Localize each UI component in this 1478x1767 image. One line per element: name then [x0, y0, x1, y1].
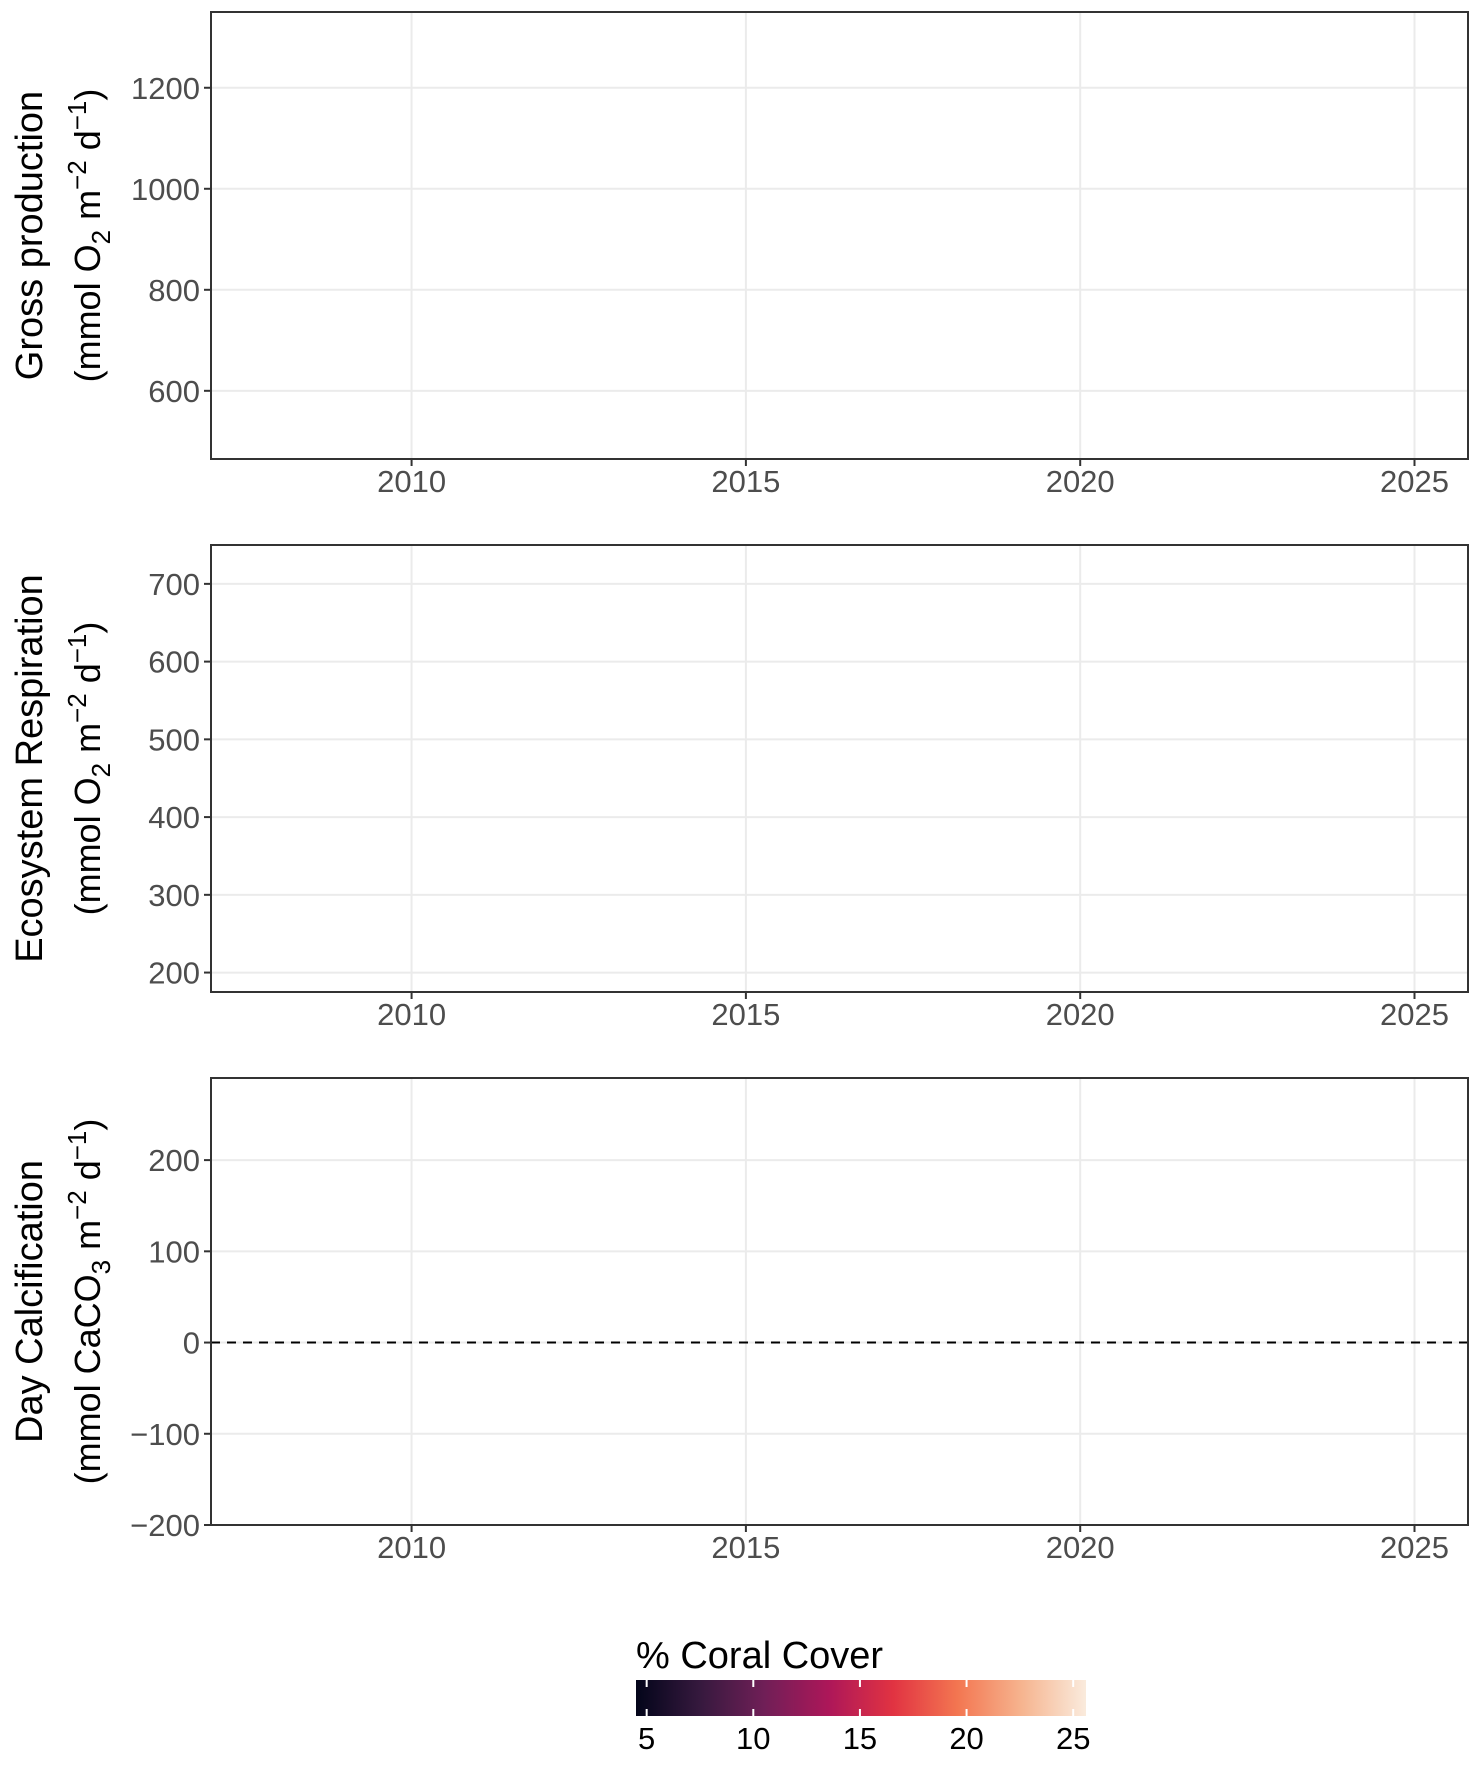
- x-tick-label: 2010: [377, 464, 446, 499]
- colorbar: [636, 1680, 1086, 1716]
- colorbar-tick-label: 20: [949, 1721, 983, 1756]
- colorbar-legend: % Coral Cover 5 10 15 20 25: [636, 1635, 1090, 1756]
- x-tick-label: 2025: [1380, 1530, 1449, 1565]
- colorbar-tick-label: 15: [843, 1721, 877, 1756]
- x-tick-label: 2015: [711, 997, 780, 1032]
- y-axis-title: Day Calcification: [9, 1160, 51, 1443]
- y-axis-units: (mmol CaCO3 m−2 d−1): [62, 1119, 116, 1485]
- panel-2: 200 300 400 500 600 700 2010 2015 2020 2025 Ecosys…: [9, 544, 1469, 1032]
- panel-border: [210, 544, 1469, 993]
- y-tick-label: 1200: [131, 71, 200, 106]
- colorbar-tick-label: 5: [638, 1721, 655, 1756]
- legend-title: % Coral Cover: [636, 1635, 883, 1677]
- y-tick-label: 1000: [131, 172, 200, 207]
- y-tick-label: 600: [148, 374, 200, 409]
- colorbar-tick-label: 25: [1056, 1721, 1090, 1756]
- x-tick-label: 2020: [1046, 464, 1115, 499]
- y-tick-label: 100: [148, 1234, 200, 1269]
- x-tick-label: 2025: [1380, 997, 1449, 1032]
- y-tick-label: −200: [130, 1508, 200, 1543]
- x-tick-label: 2015: [711, 464, 780, 499]
- y-tick-label: 400: [148, 800, 200, 835]
- y-tick-label: 800: [148, 273, 200, 308]
- x-tick-label: 2015: [711, 1530, 780, 1565]
- y-axis-units: (mmol O2 m−2 d−1): [62, 622, 116, 916]
- y-tick-label: 200: [148, 1143, 200, 1178]
- panel-1: 600 800 1000 1200 2010 2015 2020 2025 Gross prod…: [9, 11, 1469, 499]
- x-tick-label: 2010: [377, 997, 446, 1032]
- y-tick-label: 600: [148, 645, 200, 680]
- y-tick-label: 500: [148, 722, 200, 757]
- panel-3: −200 −100 0 100 200 2010 2015 2020 2025 Day Calci…: [9, 1077, 1469, 1565]
- x-tick-label: 2020: [1046, 1530, 1115, 1565]
- plot-background: [211, 1078, 1468, 1525]
- y-tick-label: −100: [130, 1417, 200, 1452]
- plot-background: [211, 545, 1468, 992]
- colorbar-tick-label: 10: [736, 1721, 770, 1756]
- x-tick-label: 2010: [377, 1530, 446, 1565]
- x-tick-label: 2020: [1046, 997, 1115, 1032]
- x-tick-label: 2025: [1380, 464, 1449, 499]
- panel-border: [210, 1077, 1469, 1526]
- y-tick-label: 300: [148, 878, 200, 913]
- panel-border: [210, 11, 1469, 460]
- y-tick-label: 700: [148, 567, 200, 602]
- y-tick-label: 0: [183, 1326, 200, 1361]
- y-axis-units: (mmol O2 m−2 d−1): [62, 89, 116, 383]
- y-axis-title: Gross production: [9, 91, 51, 380]
- y-tick-label: 200: [148, 956, 200, 991]
- y-axis-title: Ecosystem Respiration: [9, 574, 51, 963]
- plot-background: [211, 12, 1468, 459]
